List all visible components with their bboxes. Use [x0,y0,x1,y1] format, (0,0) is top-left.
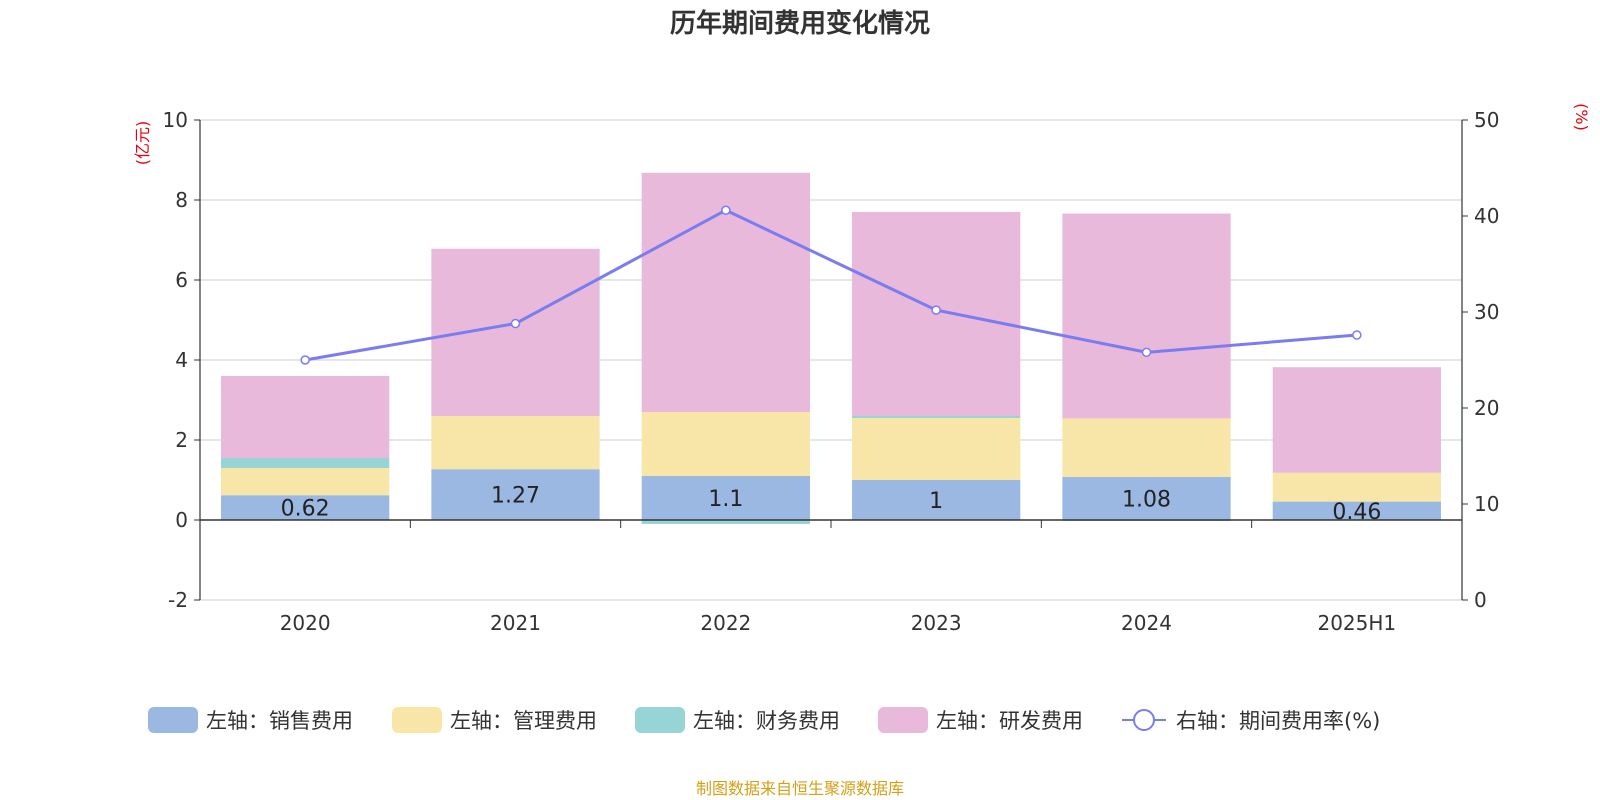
sales-data-label: 0.46 [1332,500,1381,525]
bar-admin [641,412,810,476]
bar-sales [852,480,1021,520]
bar-admin [221,468,390,496]
legend-swatch-sales [148,707,198,733]
rate-point [931,305,941,315]
left-tick-label: 4 [175,348,188,372]
left-axis-unit: (亿元) [133,121,152,166]
legend-label-finance: 左轴：财务费用 [693,709,840,733]
legend-swatch-rnd [878,707,928,733]
rate-point [300,355,310,365]
right-tick-label: 50 [1474,108,1499,132]
left-tick-label: 0 [175,508,188,532]
source-note: 制图数据来自恒生聚源数据库 [696,779,904,798]
rate-point [1141,347,1152,358]
left-tick-label: 8 [175,188,188,212]
bar-series [221,172,1441,524]
data-labels: 0.62 1.27 1.1 1 1.08 0.46 [281,484,1382,525]
bar-admin [431,416,600,470]
sales-data-label: 1.27 [491,484,540,509]
right-tick-label: 20 [1474,396,1499,420]
category-label: 2020 [280,611,331,635]
bar-sales [1062,476,1231,520]
category-label: 2022 [700,611,751,635]
category-label: 2021 [490,611,541,635]
bar-finance [221,458,390,468]
rate-point [510,318,521,329]
bar-finance [852,416,1021,418]
category-label: 2025H1 [1317,611,1396,635]
right-tick-label: 30 [1474,300,1499,324]
rate-point [721,205,731,215]
bar-sales [1272,501,1441,520]
legend-swatch-admin [392,707,442,733]
right-tick-label: 0 [1474,588,1487,612]
bar-rnd [221,376,390,458]
legend-label-rnd: 左轴：研发费用 [936,709,1083,733]
sales-data-label: 1.1 [708,487,743,512]
bar-sales [221,495,390,520]
legend-label-admin: 左轴：管理费用 [450,709,597,733]
left-tick-label: 2 [175,428,188,452]
chart-title: 历年期间费用变化情况 [670,8,930,39]
bar-rnd [1062,213,1231,419]
bar-rnd [1272,367,1441,473]
legend-swatch-finance [635,707,685,733]
bar-sales [431,469,600,520]
right-tick-label: 40 [1474,204,1499,228]
legend-swatch-marker [1133,709,1155,731]
axes: -2 0 2 4 6 8 10 0 10 20 30 40 50 2020 2021 2022 2023 2024… [163,108,1500,635]
category-label: 2023 [911,611,962,635]
bar-admin [852,418,1021,480]
legend-label-sales: 左轴：销售费用 [206,709,353,733]
sales-data-label: 1 [929,489,943,514]
rate-point [1352,330,1362,340]
bar-admin [1272,472,1441,502]
bar-admin [1062,418,1231,477]
sales-data-label: 1.08 [1122,487,1171,512]
left-tick-label: 6 [175,268,188,292]
bar-finance [641,520,810,524]
rate-line-series [300,205,1362,365]
right-axis-unit: (%) [1572,103,1591,131]
rate-line [304,208,1357,362]
legend: 左轴：销售费用 左轴：管理费用 左轴：财务费用 左轴：研发费用 右轴：期间费用率(%) [148,707,1380,733]
category-label: 2024 [1121,611,1172,635]
right-tick-label: 10 [1474,492,1499,516]
legend-label-rate: 右轴：期间费用率(%) [1176,709,1380,733]
bar-sales [641,476,810,520]
left-tick-label: -2 [168,588,188,612]
left-tick-label: 10 [163,108,188,132]
sales-data-label: 0.62 [281,497,330,522]
